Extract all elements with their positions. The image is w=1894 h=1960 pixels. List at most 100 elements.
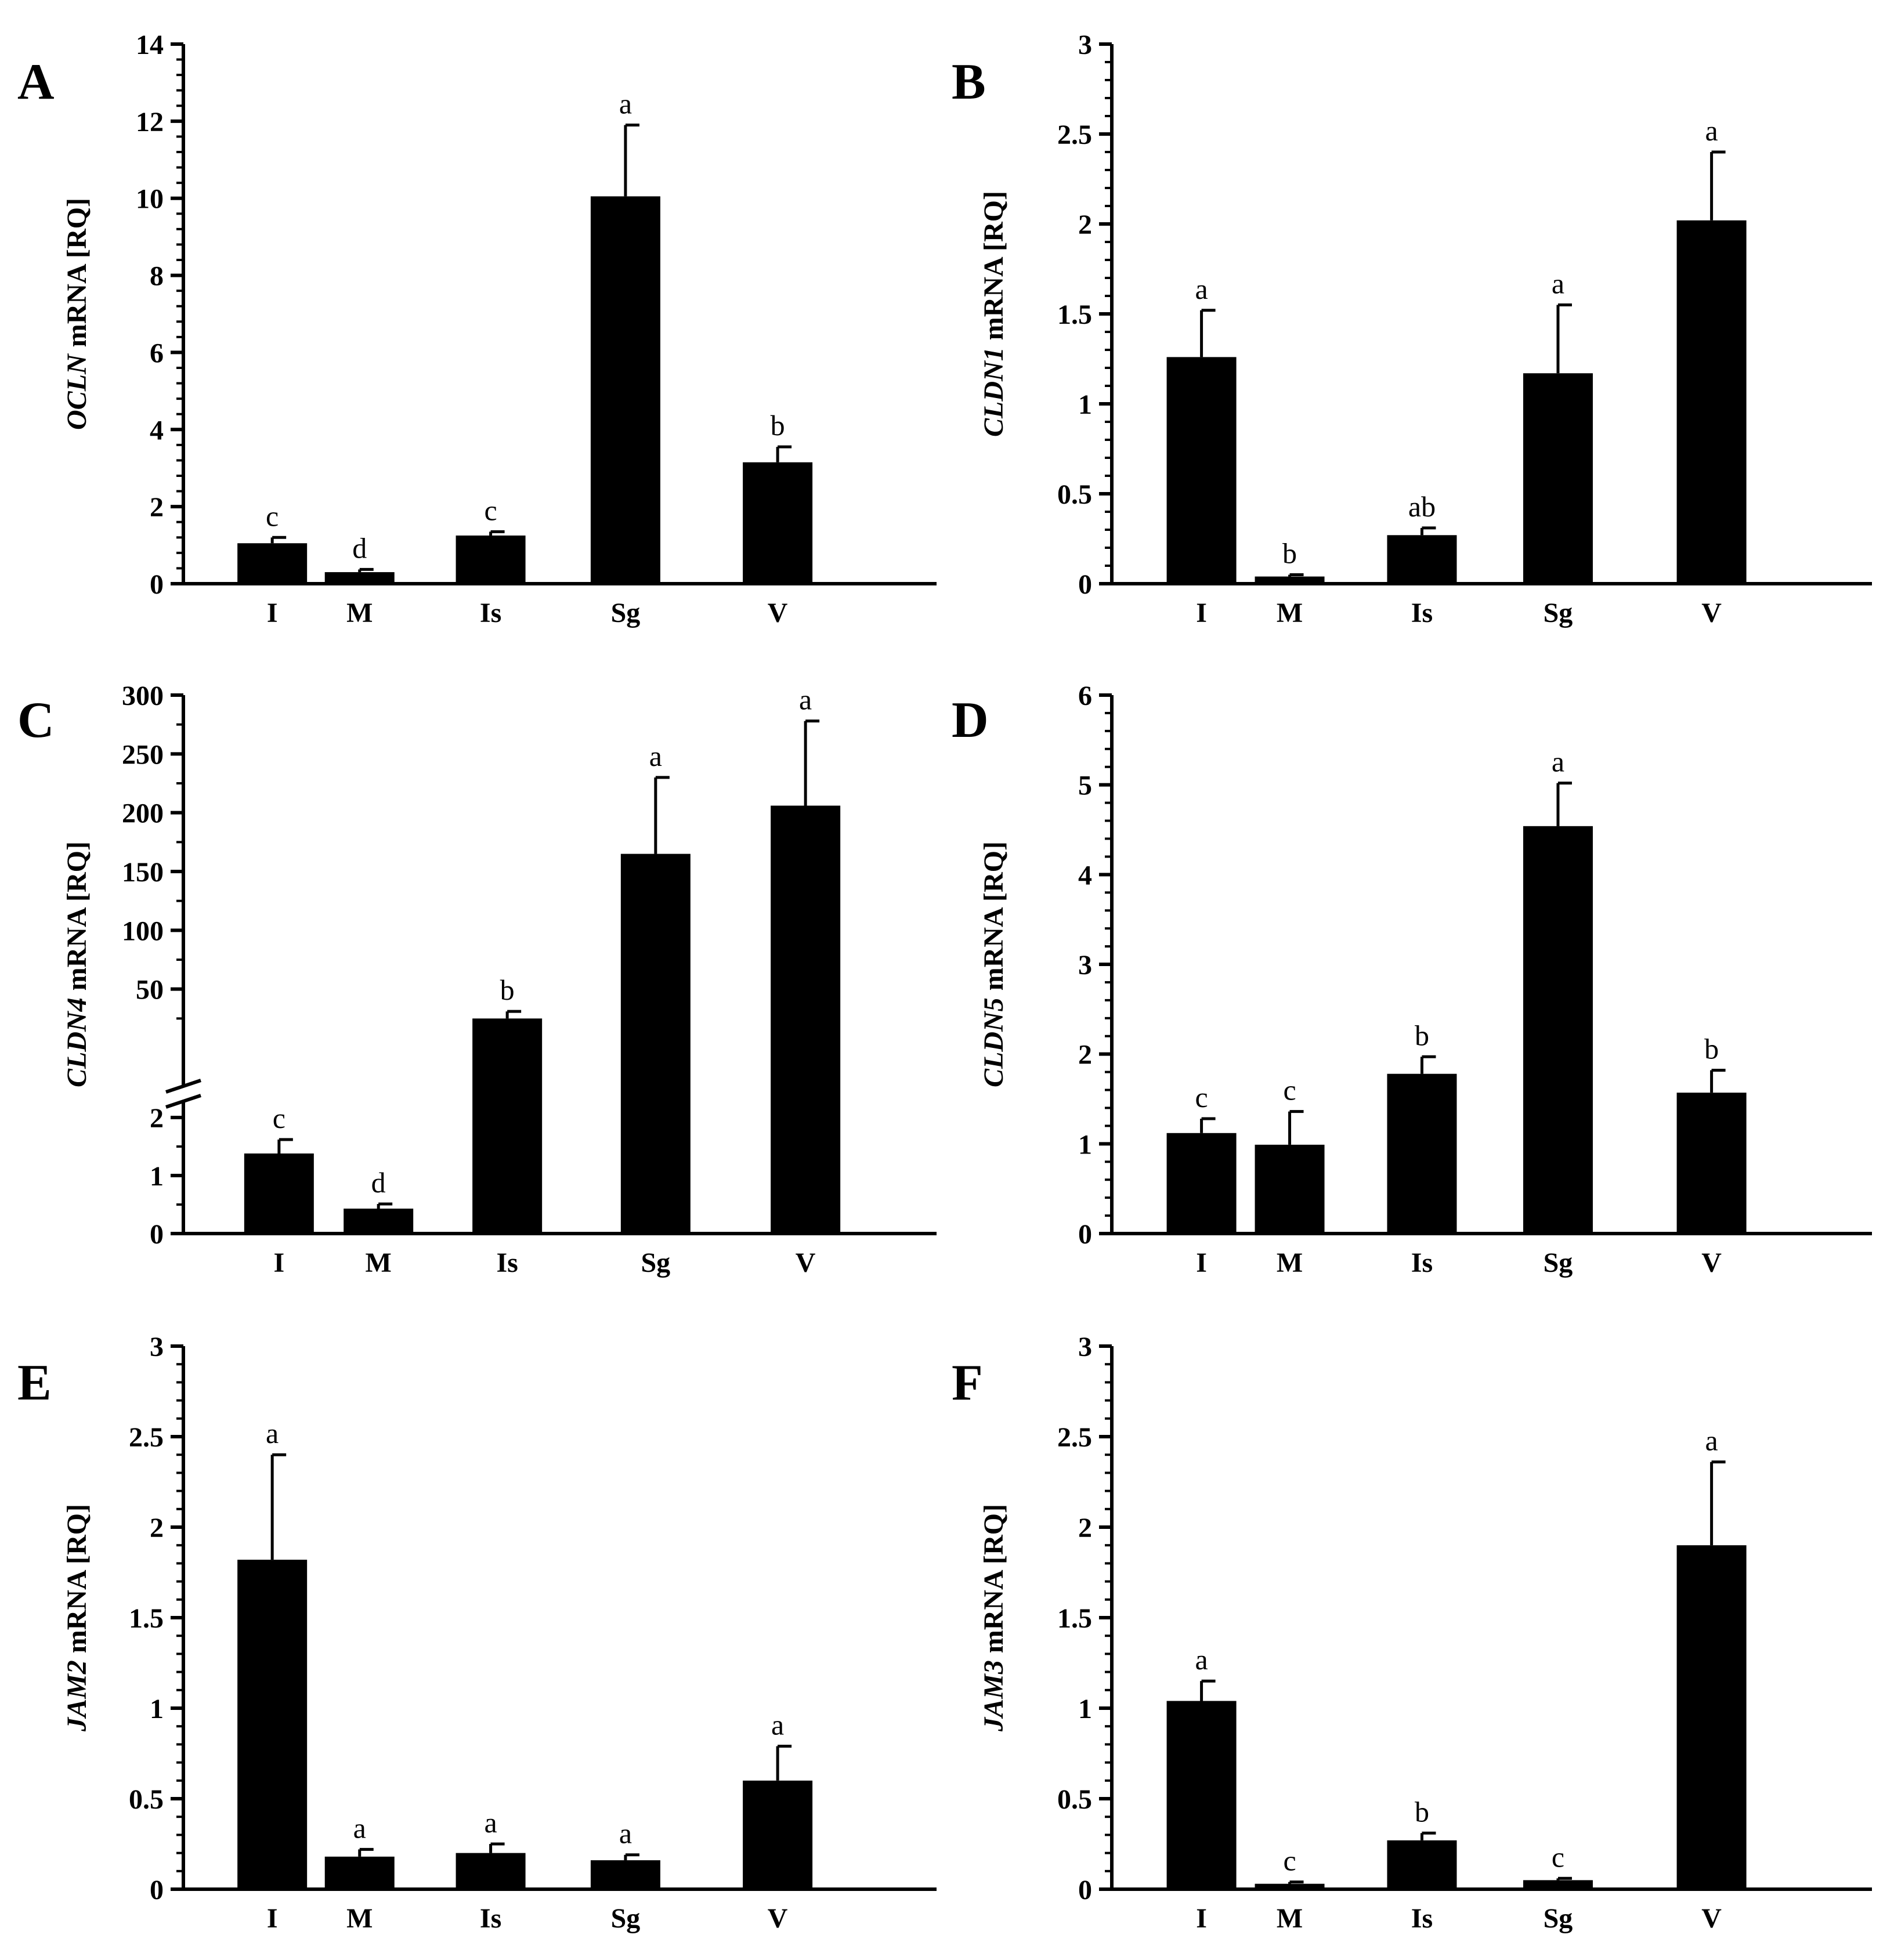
x-tick-label: I	[1196, 1247, 1207, 1278]
x-tick-label: V	[1701, 1247, 1722, 1278]
y-tick-label: 1.5	[1057, 1603, 1092, 1634]
x-tick-label: I	[267, 598, 278, 628]
y-axis-label-gene: OCLN	[62, 353, 92, 430]
y-tick-label: 3	[1078, 950, 1092, 981]
y-tick-label: 1.5	[129, 1603, 164, 1634]
y-axis-label: JAM3 mRNA [RQ]	[978, 1504, 1009, 1732]
bar-I	[244, 1153, 314, 1234]
significance-label: c	[484, 494, 497, 526]
y-tick-label: 0	[1078, 1875, 1092, 1905]
y-tick-label: 14	[136, 30, 164, 60]
y-axis-label: CLDN1 mRNA [RQ]	[978, 191, 1009, 437]
x-tick-label: Is	[1411, 1247, 1433, 1278]
x-tick-label: V	[768, 598, 788, 628]
bar-M	[324, 1856, 395, 1889]
x-tick-label: Is	[1411, 598, 1433, 628]
significance-label: b	[1415, 1795, 1429, 1828]
y-tick-label: 0	[150, 1219, 164, 1250]
x-tick-label: Sg	[1544, 598, 1573, 628]
significance-label: a	[1195, 1643, 1208, 1676]
chart-panel-D: D 0 1 2 3 4 5 6 CLDN5 mRNA [RQ] c Ic Mb Is a Sg b V	[952, 681, 1872, 1278]
bar-M	[324, 572, 395, 584]
significance-label: c	[1283, 1074, 1296, 1106]
bar-Is	[456, 1853, 526, 1889]
axis-break-mark	[165, 1079, 201, 1094]
panel-letter: E	[17, 1355, 52, 1411]
y-tick-label: 5	[1078, 771, 1092, 801]
y-axis-label-gene: JAM3	[978, 1660, 1009, 1732]
y-tick-label: 2	[150, 1513, 164, 1543]
significance-label: a	[771, 1709, 784, 1741]
bar-Sg	[1523, 826, 1593, 1234]
y-axis-label-gene: CLDN5	[978, 997, 1009, 1087]
panel-letter: F	[952, 1355, 983, 1411]
y-axis-label-unit: mRNA [RQ]	[62, 841, 92, 997]
bar-I	[1166, 357, 1237, 584]
y-axis-label-unit: mRNA [RQ]	[62, 198, 92, 354]
x-tick-label: V	[1701, 598, 1722, 628]
y-tick-label: 2	[1078, 1040, 1092, 1071]
significance-label: a	[619, 88, 632, 120]
x-tick-label: Sg	[1544, 1247, 1573, 1278]
significance-label: a	[1705, 1424, 1718, 1457]
x-tick-label: M	[1277, 1903, 1303, 1934]
y-tick-label: 2.5	[1057, 1422, 1092, 1453]
y-axis-label-gene: JAM2	[62, 1660, 92, 1732]
x-tick-label: M	[366, 1247, 392, 1278]
y-axis-label-unit: mRNA [RQ]	[978, 841, 1009, 997]
significance-label: b	[1704, 1033, 1719, 1065]
bar-V	[1676, 1093, 1747, 1234]
y-tick-label: 0.5	[1057, 479, 1092, 510]
y-tick-label: 10	[136, 184, 164, 215]
bar-Is	[1387, 535, 1457, 584]
significance-label: d	[371, 1166, 386, 1199]
x-tick-label: Is	[1411, 1903, 1433, 1934]
y-tick-label: 6	[150, 338, 164, 368]
chart-panel-E: E 0 0.5 1 1.5 2 2.5 3 JAM2 mRNA [RQ] a Ia Ma Is a Sg a V	[17, 1332, 937, 1934]
panel-letter: B	[952, 54, 986, 110]
y-tick-label: 0.5	[129, 1784, 164, 1815]
y-tick-label: 0.5	[1057, 1784, 1092, 1815]
panel-letter: D	[952, 692, 989, 748]
significance-label: a	[1195, 273, 1208, 305]
bar-Is	[456, 535, 526, 584]
bar-Is	[1387, 1840, 1457, 1889]
y-axis-label-unit: mRNA [RQ]	[978, 191, 1009, 347]
x-tick-label: M	[1277, 1247, 1303, 1278]
x-tick-label: I	[1196, 598, 1207, 628]
x-tick-label: Is	[480, 1903, 501, 1934]
x-tick-label: V	[1701, 1903, 1722, 1934]
y-tick-label: 1	[1078, 389, 1092, 420]
x-tick-label: Sg	[641, 1247, 670, 1278]
y-tick-label: 3	[1078, 1332, 1092, 1362]
y-tick-label: 6	[1078, 681, 1092, 711]
significance-label: b	[1282, 537, 1297, 570]
significance-label: a	[649, 740, 662, 772]
bar-V	[743, 1780, 813, 1889]
significance-label: a	[619, 1817, 632, 1850]
panel-letter: C	[17, 692, 55, 748]
significance-label: a	[799, 684, 812, 716]
y-tick-label: 200	[122, 798, 164, 829]
significance-label: ab	[1408, 490, 1436, 523]
y-tick-label: 2	[1078, 209, 1092, 240]
y-tick-label: 2.5	[1057, 120, 1092, 150]
bar-M	[1255, 576, 1325, 584]
significance-label: c	[266, 500, 279, 532]
bar-I	[1166, 1133, 1237, 1234]
x-tick-label: Is	[480, 598, 501, 628]
significance-label: b	[771, 409, 785, 442]
bar-Is	[472, 1018, 543, 1234]
y-axis-label-unit: mRNA [RQ]	[62, 1504, 92, 1660]
y-tick-label: 2.5	[129, 1422, 164, 1453]
x-tick-label: M	[1277, 598, 1303, 628]
y-tick-label: 1	[1078, 1694, 1092, 1724]
y-tick-label: 1	[1078, 1129, 1092, 1160]
y-tick-label: 2	[150, 492, 164, 523]
y-axis-label-unit: mRNA [RQ]	[978, 1504, 1009, 1660]
panel-letter: A	[17, 54, 55, 110]
y-axis-label-gene: CLDN4	[62, 997, 92, 1087]
y-tick-label: 100	[122, 916, 164, 946]
bar-V	[771, 805, 841, 1234]
